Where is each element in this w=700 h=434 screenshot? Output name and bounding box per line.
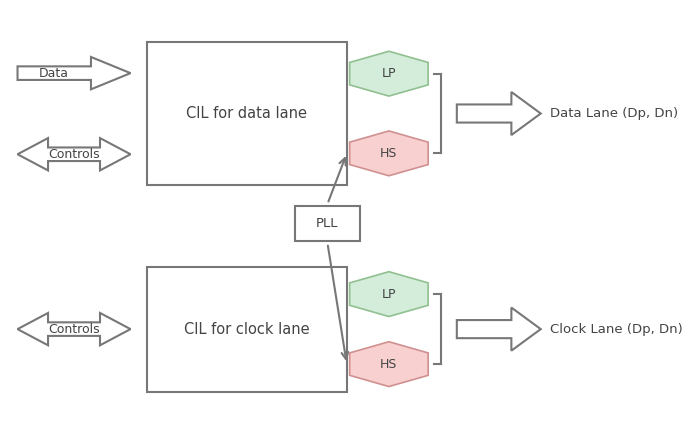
Text: PLL: PLL <box>316 217 339 230</box>
Text: Controls: Controls <box>48 322 100 335</box>
FancyBboxPatch shape <box>295 206 360 241</box>
Text: HS: HS <box>380 358 398 371</box>
Text: LP: LP <box>382 288 396 301</box>
Text: LP: LP <box>382 67 396 80</box>
FancyBboxPatch shape <box>147 266 346 391</box>
Text: Data: Data <box>39 67 69 80</box>
Polygon shape <box>349 131 428 176</box>
Polygon shape <box>349 342 428 387</box>
Polygon shape <box>349 51 428 96</box>
Polygon shape <box>18 313 130 345</box>
Polygon shape <box>18 57 130 89</box>
Text: Clock Lane (Dp, Dn): Clock Lane (Dp, Dn) <box>550 322 683 335</box>
Polygon shape <box>457 308 540 351</box>
Text: CIL for clock lane: CIL for clock lane <box>184 322 309 337</box>
Polygon shape <box>18 138 130 171</box>
Text: CIL for data lane: CIL for data lane <box>186 106 307 121</box>
Text: Data Lane (Dp, Dn): Data Lane (Dp, Dn) <box>550 107 678 120</box>
Text: Controls: Controls <box>48 148 100 161</box>
FancyBboxPatch shape <box>147 43 346 184</box>
Polygon shape <box>457 92 540 135</box>
Text: HS: HS <box>380 147 398 160</box>
Polygon shape <box>349 272 428 316</box>
